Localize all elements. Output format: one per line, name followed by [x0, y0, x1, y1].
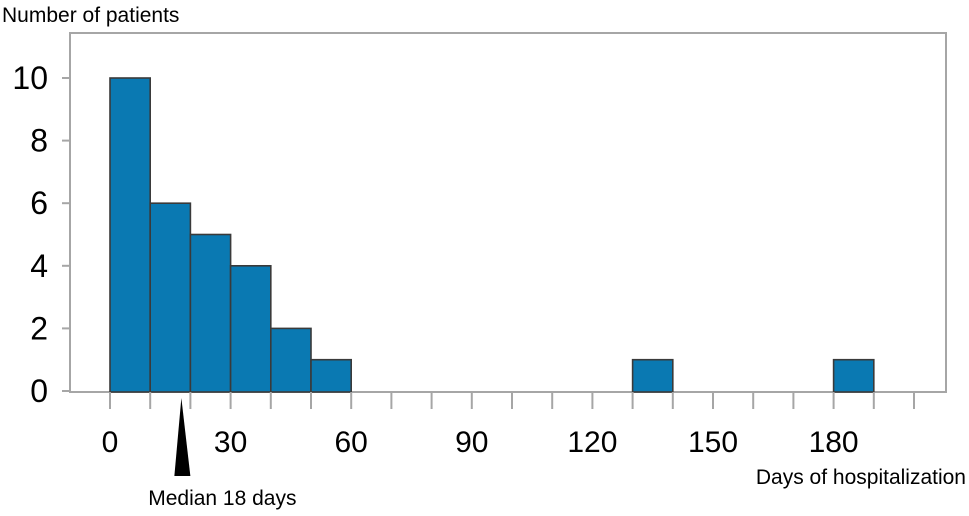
x-tick-label: 180 — [809, 426, 859, 459]
plot-area-frame — [69, 32, 947, 393]
y-tick-label: 4 — [30, 248, 48, 284]
median-annotation: Median 18 days — [148, 487, 296, 510]
y-tick-label: 10 — [12, 60, 48, 96]
y-tick-label: 0 — [30, 373, 48, 409]
bars-layer — [109, 77, 875, 393]
y-tick-label: 2 — [30, 310, 48, 346]
histogram-bar-0-10 — [109, 77, 152, 393]
x-axis-label: Days of hospitalization — [756, 466, 966, 489]
y-ticks-layer: 0 2 4 6 8 10 — [12, 60, 70, 409]
x-tick-label: 90 — [455, 426, 488, 459]
histogram-bar-130-140 — [631, 358, 674, 393]
x-tick-label: 120 — [567, 426, 617, 459]
x-axis-layer: 0 30 60 90 120 150 180 — [102, 392, 915, 459]
median-marker — [174, 398, 191, 476]
x-tick-label: 0 — [102, 426, 119, 459]
x-tick-label: 150 — [688, 426, 738, 459]
x-tick-label: 60 — [335, 426, 368, 459]
x-tick-label: 30 — [214, 426, 247, 459]
histogram-bar-30-40 — [229, 264, 272, 393]
histogram-bar-40-50 — [269, 327, 312, 393]
histogram-bar-50-60 — [310, 358, 353, 393]
y-tick-label: 8 — [30, 123, 48, 159]
y-axis-label: Number of patients — [2, 4, 179, 27]
y-tick-label: 6 — [30, 185, 48, 221]
histogram-bar-10-20 — [149, 202, 192, 393]
histogram-bar-180-190 — [832, 358, 875, 393]
histogram-bar-20-30 — [189, 233, 232, 393]
